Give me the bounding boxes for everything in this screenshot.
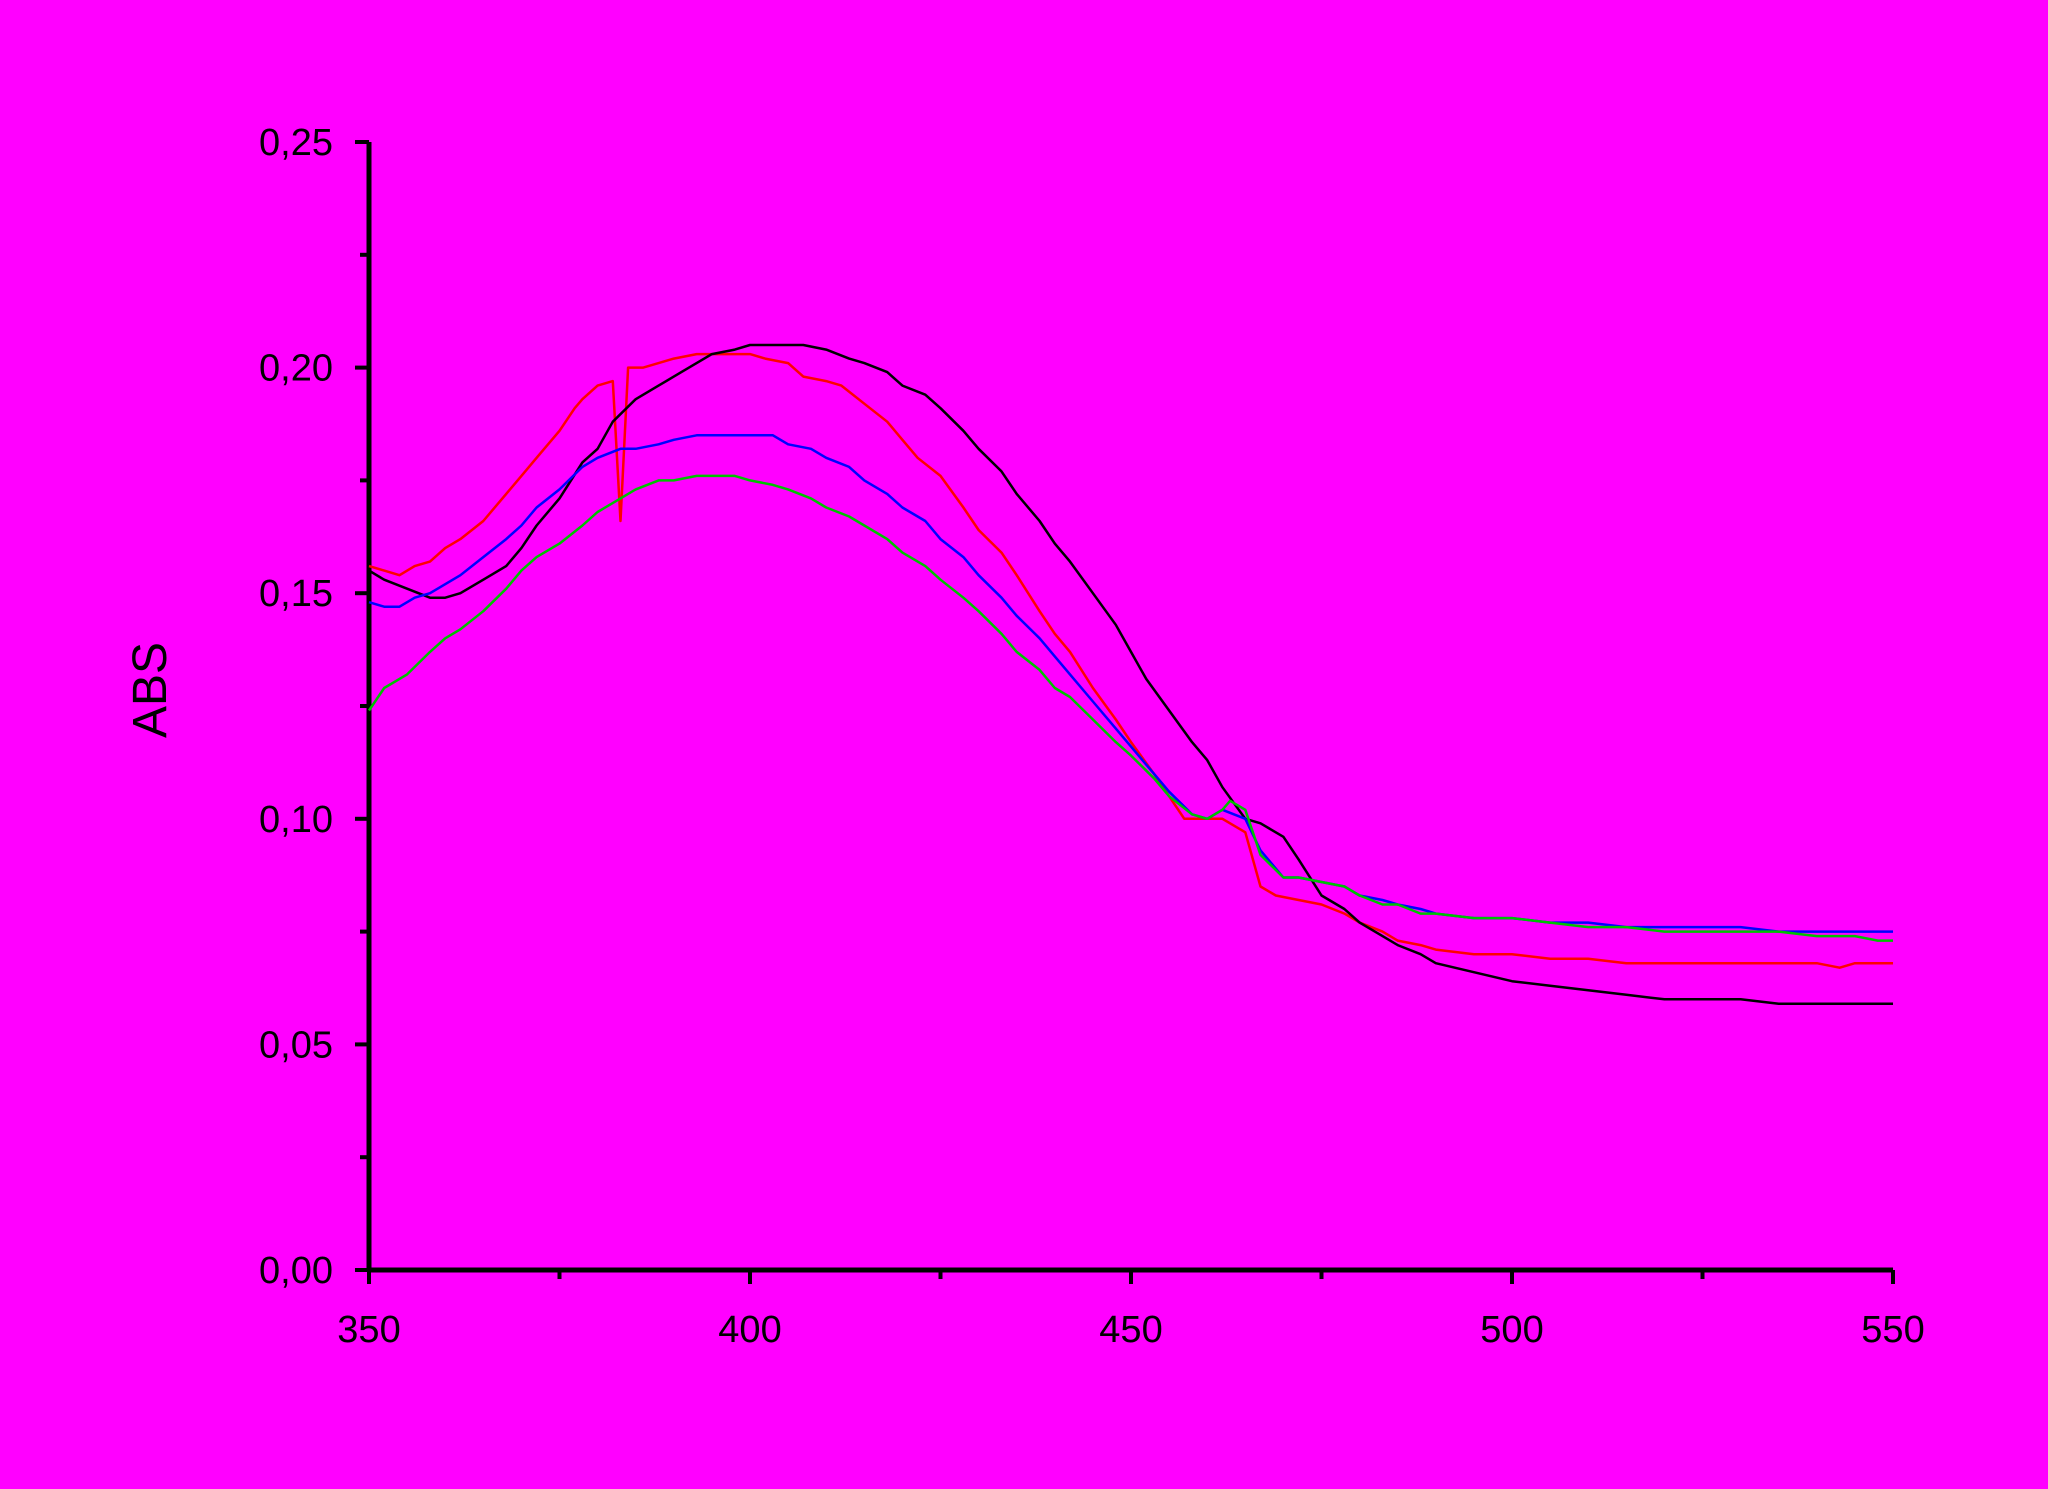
y-axis-label: ABS — [124, 642, 177, 738]
x-tick-label: 450 — [1099, 1309, 1162, 1351]
series-line-2 — [368, 343, 1893, 1006]
x-axis-ticks: 350 400 450 500 550 — [337, 1270, 1925, 1351]
y-tick-label: 0,10 — [259, 799, 333, 841]
y-tick-label: 0,05 — [259, 1024, 333, 1066]
y-tick-label: 0,00 — [259, 1250, 333, 1292]
series-line-1 — [368, 352, 1893, 969]
series-line-4 — [367, 474, 1893, 942]
y-tick-label: 0,25 — [259, 122, 333, 164]
y-tick-label: 0,15 — [259, 573, 333, 615]
x-tick-label: 350 — [337, 1309, 400, 1351]
x-tick-label: 400 — [718, 1309, 781, 1351]
y-axis-ticks: 0,00 0,05 0,10 0,15 0,20 0,25 — [259, 122, 369, 1292]
series-line-3 — [368, 434, 1893, 933]
x-tick-label: 500 — [1480, 1309, 1543, 1351]
y-tick-label: 0,20 — [259, 348, 333, 390]
axes: 0,00 0,05 0,10 0,15 0,20 0,25 350 400 450 500 550 — [259, 122, 1925, 1351]
series-lines — [367, 343, 1893, 1006]
x-tick-label: 550 — [1861, 1309, 1924, 1351]
